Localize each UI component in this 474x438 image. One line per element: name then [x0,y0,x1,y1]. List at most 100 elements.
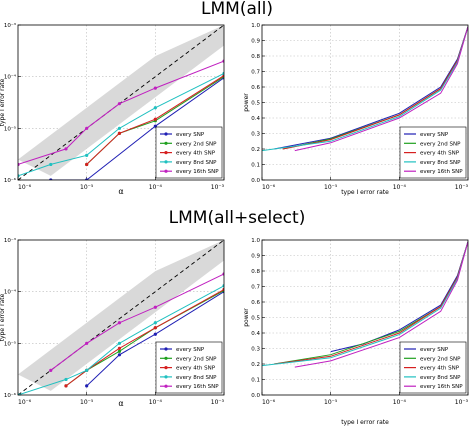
series-point-4 [85,126,89,130]
y-tick-label: 0.0 [251,178,260,184]
series-point-2 [117,131,122,135]
plot-frame [261,239,469,396]
legend-marker-0 [164,132,168,136]
legend-marker-0 [164,347,168,351]
y-tick-label: 0.9 [251,254,260,260]
legend-label-2: every 4th SNP [176,151,216,157]
y-tick-label: 0.1 [251,163,260,169]
series-line-0 [86,291,224,387]
legend-label-4: every 16th SNP [420,384,463,390]
series-point-3 [85,153,89,157]
y-tick-label: 10⁻⁴ [4,289,17,296]
x-tick-label: 10⁻³ [211,399,225,406]
x-axis-label: type I error rate [341,419,389,426]
legend-label-2: every 4th SNP [420,151,460,157]
x-tick-label: 10⁻⁵ [324,399,338,406]
y-tick-label: 0.5 [251,101,260,107]
x-tick-label: 10⁻⁵ [80,184,94,191]
confidence-band [18,240,224,391]
x-tick-label: 10⁻³ [211,184,225,191]
legend-label-1: every 2nd SNP [176,141,217,147]
legend-label-4: every 16th SNP [420,169,463,175]
series-point-2 [64,384,68,388]
series-point-2 [117,346,122,350]
y-tick-label: 10⁻⁵ [4,125,16,132]
x-axis-label: α [118,187,123,196]
series-point-4 [153,86,157,90]
x-tick-label: 10⁻⁶ [262,399,276,406]
legend-marker-3 [164,160,168,164]
legend-marker-4 [164,384,168,388]
y-tick-label: 0.3 [251,347,260,353]
y-tick-label: 0.6 [251,85,260,91]
legend-label-3: every 8nd SNP [420,375,461,381]
y-tick-label: 0.6 [251,300,260,306]
series-point-2 [153,117,157,121]
legend-label-3: every 8nd SNP [420,160,461,166]
y-tick-label: 0.0 [251,393,260,399]
x-tick-label: 10⁻³ [455,184,469,191]
y-tick-label: 0.1 [251,378,260,384]
series-point-2 [153,326,157,330]
series-point-2 [85,162,89,167]
figure-title-bottom: LMM(all+select) [168,208,306,228]
plot-frame [17,24,225,181]
series-point-4 [49,368,53,372]
legend-label-4: every 16th SNP [176,169,219,175]
y-tick-label: 10⁻⁴ [4,74,17,81]
y-tick-label: 0.4 [251,331,260,337]
x-tick-label: 10⁻⁶ [262,184,276,191]
plot-frame [261,24,469,181]
x-tick-label: 10⁻⁵ [324,184,338,191]
y-tick-label: 0.2 [251,147,260,153]
y-axis-label: type I error rate [0,78,6,126]
x-tick-label: 10⁻⁴ [393,184,407,191]
x-tick-label: 10⁻³ [455,399,469,406]
y-tick-label: 10⁻⁵ [4,340,16,347]
y-tick-label: 1.0 [251,23,260,29]
series-line-2 [86,75,224,165]
legend-marker-1 [164,141,168,145]
x-tick-label: 10⁻⁶ [18,399,32,406]
series-line-0 [50,77,224,180]
y-axis-label: type I error rate [0,293,6,341]
series-point-4 [153,305,157,309]
legend-label-0: every SNP [420,132,449,138]
series-point-4 [117,102,122,106]
series-point-3 [153,106,157,110]
series-point-3 [49,162,53,167]
x-axis-label: type I error rate [341,189,389,196]
legend-label-1: every 2nd SNP [176,356,217,362]
y-axis-label: power [243,308,250,327]
legend-label-1: every 2nd SNP [420,141,461,147]
legend-label-4: every 16th SNP [176,384,219,390]
y-tick-label: 0.3 [251,132,260,138]
figure-title-top: LMM(all) [201,0,273,19]
legend-label-0: every SNP [176,347,205,353]
series-point-0 [153,332,157,336]
y-tick-label: 0.5 [251,316,260,322]
series-point-4 [85,341,89,345]
y-tick-label: 0.2 [251,362,260,368]
x-tick-label: 10⁻⁴ [149,184,163,191]
x-tick-label: 10⁻⁴ [393,399,407,406]
legend-label-0: every SNP [420,347,449,353]
legend-marker-2 [164,366,168,370]
y-tick-label: 0.8 [251,269,260,275]
y-tick-label: 0.7 [251,285,260,291]
series-point-4 [64,147,68,151]
legend-label-2: every 4th SNP [176,366,216,372]
x-tick-label: 10⁻⁶ [18,184,32,191]
y-tick-label: 0.9 [251,39,260,45]
y-tick-label: 10⁻⁶ [4,392,17,399]
series-point-3 [64,377,68,382]
series-point-1 [117,349,122,353]
y-tick-label: 10⁻³ [4,237,16,244]
series-line-3 [18,285,224,395]
series-point-3 [117,126,122,130]
x-tick-label: 10⁻⁴ [149,399,163,406]
x-tick-label: 10⁻⁵ [80,399,94,406]
y-tick-label: 0.8 [251,54,260,60]
legend-label-2: every 4th SNP [420,366,460,372]
